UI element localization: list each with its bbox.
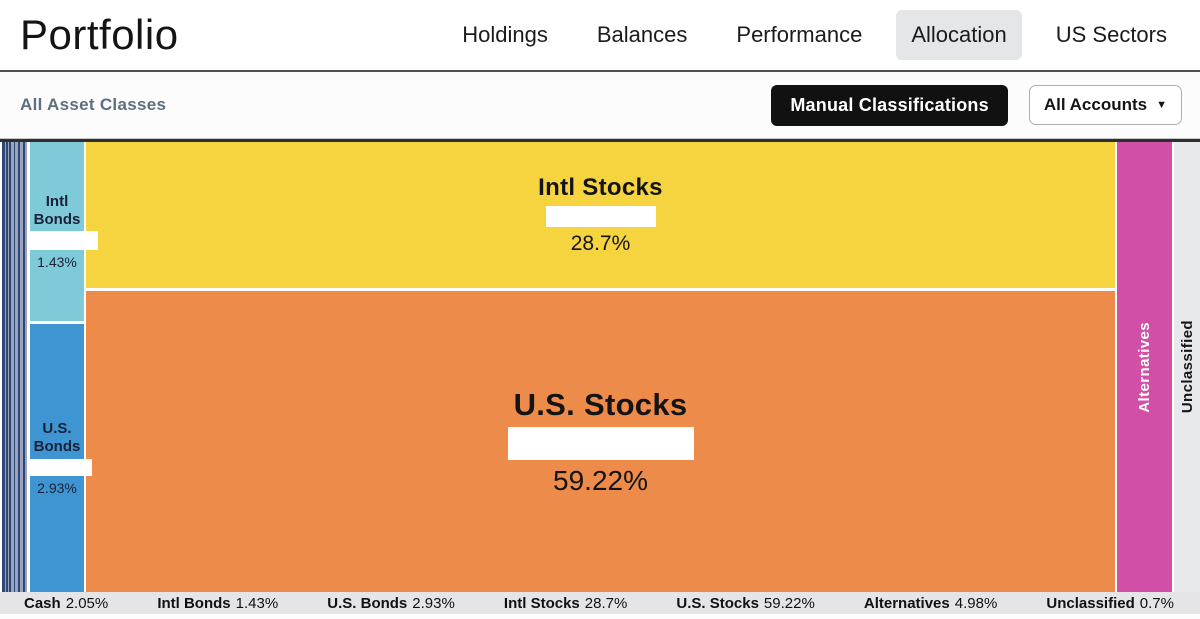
manual-classifications-button[interactable]: Manual Classifications: [771, 84, 1008, 126]
tab-performance[interactable]: Performance: [736, 22, 863, 47]
redacted-value-bar: [545, 206, 656, 227]
segment-us-bonds[interactable]: U.S. Bonds 2.93%: [28, 324, 92, 592]
legend-item-cash: Cash 2.05%: [24, 594, 109, 612]
redacted-value-bar: [507, 426, 694, 460]
redacted-value-bar: [28, 231, 98, 251]
segment-percent: 1.43%: [37, 254, 77, 271]
legend-item-alternatives: Alternatives 4.98%: [863, 594, 998, 612]
legend-item-unclassified: Unclassified 0.7%: [1046, 594, 1174, 612]
segment-label: U.S. Stocks: [513, 386, 688, 422]
legend-item-us-stocks: U.S. Stocks 59.22%: [676, 594, 815, 612]
legend-item-us-bonds: U.S. Bonds 2.93%: [327, 594, 455, 612]
segment-us-stocks[interactable]: U.S. Stocks 59.22%: [86, 291, 1115, 592]
segment-label: Intl Stocks: [538, 174, 663, 201]
segment-label: Alternatives: [1136, 321, 1153, 413]
segment-label: U.S. Bonds: [33, 420, 81, 455]
segment-percent: 28.7%: [570, 232, 631, 255]
header-divider: [0, 70, 1200, 72]
redacted-value-bar: [28, 458, 92, 476]
segment-percent: 2.93%: [37, 479, 77, 496]
tab-allocation[interactable]: Allocation: [896, 10, 1022, 60]
segment-label: Unclassified: [1178, 320, 1196, 414]
segment-alternatives[interactable]: Alternatives: [1117, 142, 1172, 592]
allocation-chart: Intl Bonds 1.43% U.S. Bonds 2.93% Intl S…: [0, 138, 1200, 592]
segment-intl-bonds[interactable]: Intl Bonds 1.43%: [28, 142, 98, 321]
chart-legend: Cash 2.05% Intl Bonds 1.43% U.S. Bonds 2.93…: [0, 592, 1200, 614]
app-header: Portfolio Holdings Balances Performance …: [0, 0, 1200, 70]
footer-strip: [0, 614, 1200, 619]
caret-down-icon: ▼: [1156, 98, 1167, 111]
tab-us-sectors[interactable]: US Sectors: [1055, 22, 1167, 47]
breadcrumb[interactable]: All Asset Classes: [20, 95, 167, 114]
legend-item-intl-stocks: Intl Stocks 28.7%: [503, 594, 628, 612]
tab-holdings[interactable]: Holdings: [462, 22, 548, 47]
treemap: Intl Bonds 1.43% U.S. Bonds 2.93% Intl S…: [0, 139, 1200, 592]
toolbar-actions: Manual Classifications All Accounts ▼: [771, 84, 1182, 126]
segment-unclassified[interactable]: Unclassified: [1174, 142, 1200, 592]
stocks-column: Intl Stocks 28.7% U.S. Stocks 59.22%: [86, 142, 1115, 592]
accounts-dropdown-value: All Accounts: [1043, 95, 1148, 114]
segment-percent: 59.22%: [553, 464, 648, 496]
tab-balances[interactable]: Balances: [596, 22, 688, 47]
segment-cash[interactable]: [2, 142, 27, 592]
page-title: Portfolio: [20, 11, 179, 58]
segment-intl-stocks[interactable]: Intl Stocks 28.7%: [86, 142, 1115, 288]
allocation-toolbar: All Asset Classes Manual Classifications…: [0, 72, 1200, 138]
segment-label: Intl Bonds: [33, 192, 81, 228]
bonds-column: Intl Bonds 1.43% U.S. Bonds 2.93%: [28, 142, 98, 592]
legend-item-intl-bonds: Intl Bonds 1.43%: [157, 594, 279, 612]
top-nav: Holdings Balances Performance Allocation…: [462, 10, 1167, 60]
accounts-dropdown[interactable]: All Accounts ▼: [1028, 85, 1182, 125]
